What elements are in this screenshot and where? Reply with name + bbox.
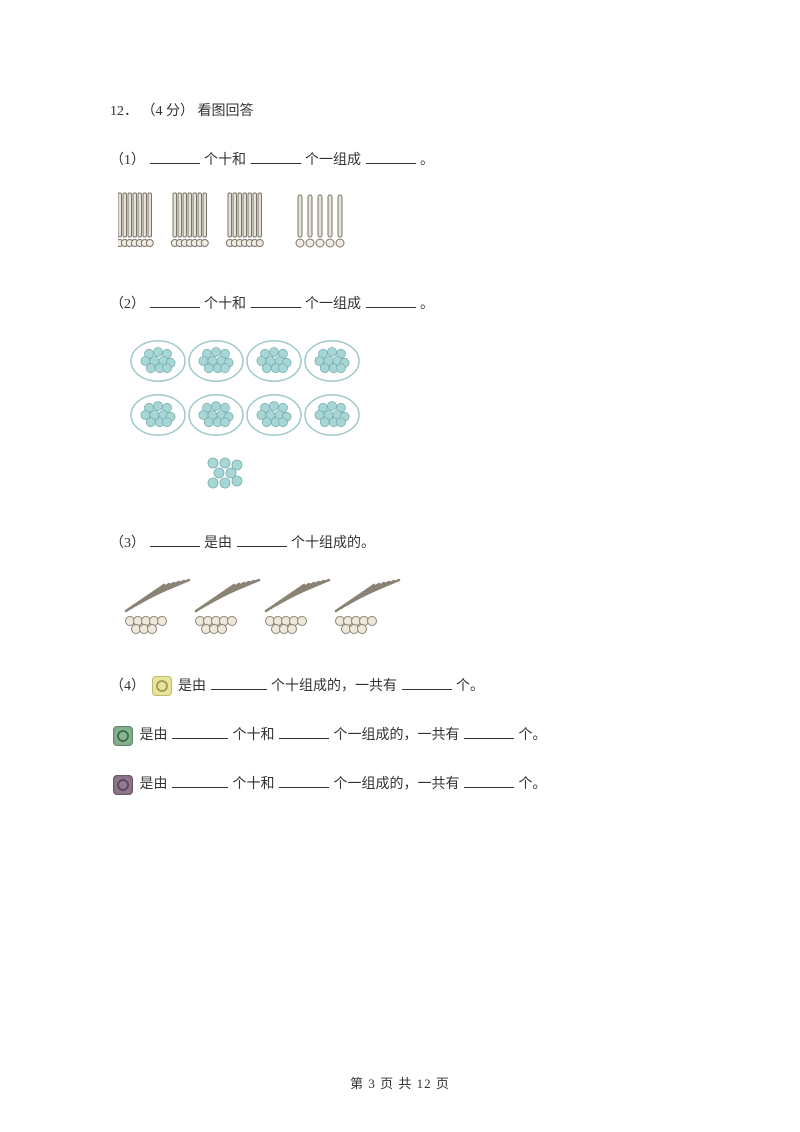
q-points: （4 分） — [142, 104, 195, 119]
blank-1c — [366, 150, 416, 164]
sub1-image — [118, 189, 690, 264]
sub-question-4-line2: 是由 个十和 个一组成的，一共有 个。 — [110, 723, 690, 748]
button-icon-purple — [113, 775, 133, 795]
sub4-l3-t1: 是由 — [140, 777, 168, 792]
footer-mid: 页 共 — [380, 1076, 412, 1091]
page-footer: 第 3 页 共 12 页 — [0, 1073, 800, 1092]
sub-question-4-line1: （4） 是由 个十组成的，一共有 个。 — [110, 674, 690, 699]
sub2-t2: 个一组成 — [305, 297, 361, 312]
sub-question-3: （3） 是由 个十组成的。 — [110, 531, 690, 556]
sub3-t2: 个十组成的。 — [291, 536, 375, 551]
sub4-l1-t1: 是由 — [178, 679, 206, 694]
sub1-t3: 。 — [420, 153, 434, 168]
blank-4e — [464, 725, 514, 739]
sub4-l1-t3: 个。 — [456, 679, 484, 694]
blank-2b — [251, 294, 301, 308]
blank-2c — [366, 294, 416, 308]
sub1-t2: 个一组成 — [305, 153, 361, 168]
button-icon-yellow — [152, 676, 172, 696]
blank-2a — [150, 294, 200, 308]
blank-1b — [251, 150, 301, 164]
sub-question-4-line3: 是由 个十和 个一组成的，一共有 个。 — [110, 772, 690, 797]
blank-4c — [172, 725, 228, 739]
sub4-l2-t3: 个一组成的，一共有 — [334, 728, 460, 743]
footer-suffix: 页 — [436, 1076, 450, 1091]
sub4-l3-t3: 个一组成的，一共有 — [334, 777, 460, 792]
blank-1a — [150, 150, 200, 164]
rods-illustration — [118, 573, 418, 641]
dots-illustration — [118, 333, 398, 498]
sub-question-1: （1） 个十和 个一组成 。 — [110, 148, 690, 173]
button-icon-green — [113, 726, 133, 746]
sub4-l2-t1: 是由 — [140, 728, 168, 743]
blank-4b — [402, 676, 452, 690]
sub1-label: （1） — [110, 153, 145, 168]
blank-4d — [279, 725, 329, 739]
sub4-l3-t2: 个十和 — [233, 777, 275, 792]
sub4-l1-t2: 个十组成的，一共有 — [271, 679, 397, 694]
sub2-label: （2） — [110, 297, 145, 312]
footer-total: 12 — [417, 1076, 432, 1091]
sub4-l2-t4: 个。 — [519, 728, 547, 743]
blank-3a — [150, 533, 200, 547]
blank-3b — [237, 533, 287, 547]
q-number: 12． — [110, 104, 138, 119]
sub-question-2: （2） 个十和 个一组成 。 — [110, 292, 690, 317]
sub2-image — [118, 333, 690, 503]
blank-4a — [211, 676, 267, 690]
sub2-t1: 个十和 — [204, 297, 246, 312]
sub3-image — [118, 573, 690, 646]
question-title: 12． （4 分） 看图回答 — [110, 100, 690, 120]
sub2-t3: 。 — [420, 297, 434, 312]
sub4-label: （4） — [110, 679, 145, 694]
blank-4h — [464, 774, 514, 788]
q-text: 看图回答 — [198, 104, 254, 119]
sub3-label: （3） — [110, 536, 145, 551]
sub4-l3-t4: 个。 — [519, 777, 547, 792]
sticks-illustration — [118, 189, 398, 259]
sub4-l2-t2: 个十和 — [233, 728, 275, 743]
footer-prefix: 第 — [350, 1076, 364, 1091]
blank-4f — [172, 774, 228, 788]
footer-current: 3 — [368, 1076, 376, 1091]
sub3-t1: 是由 — [204, 536, 232, 551]
sub1-t1: 个十和 — [204, 153, 246, 168]
blank-4g — [279, 774, 329, 788]
